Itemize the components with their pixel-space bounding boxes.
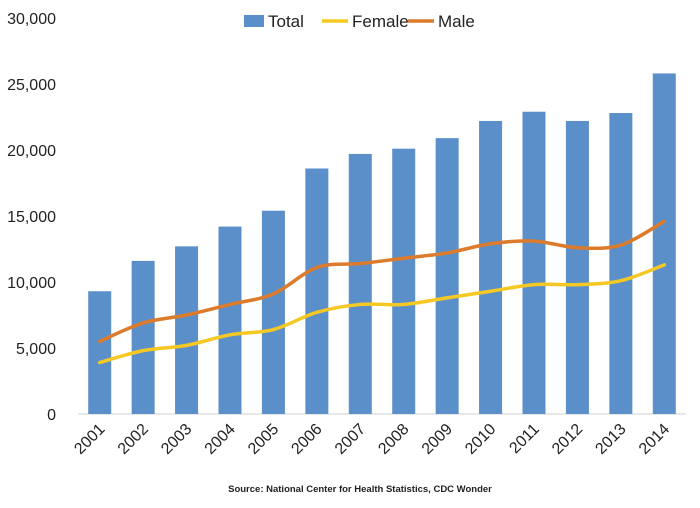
y-tick-label: 5,000 [16, 341, 56, 358]
x-tick-label: 2003 [158, 421, 195, 458]
legend-label-male: Male [438, 12, 475, 31]
bar-total-2002 [131, 260, 155, 414]
bar-total-2007 [348, 153, 372, 414]
x-tick-label: 2002 [115, 421, 152, 458]
x-tick-label: 2014 [636, 421, 673, 458]
x-tick-label: 2004 [202, 421, 239, 458]
bar-total-2009 [435, 138, 459, 414]
legend-label-female: Female [352, 12, 409, 31]
bar-total-2006 [305, 168, 329, 414]
y-tick-label: 0 [47, 407, 56, 424]
x-tick-label: 2008 [375, 421, 412, 458]
x-tick-label: 2006 [288, 421, 325, 458]
x-tick-label: 2009 [419, 421, 456, 458]
y-tick-label: 30,000 [7, 11, 56, 28]
x-axis-labels: 2001 2002 2003 2004 2005 2006 2007 2008 2009 2010… [71, 421, 673, 458]
bar-total-2005 [261, 210, 285, 414]
y-tick-label: 15,000 [7, 209, 56, 226]
bar-total-2011 [522, 111, 546, 414]
lines [97, 219, 667, 365]
source-note: Source: National Center for Health Stati… [228, 484, 492, 495]
y-tick-label: 20,000 [7, 143, 56, 160]
bar-total-2012 [565, 120, 589, 415]
y-tick-label: 25,000 [7, 77, 56, 94]
bar-total-2013 [609, 113, 633, 414]
x-tick-label: 2005 [245, 421, 282, 458]
line-female [97, 263, 667, 365]
x-tick-label: 2013 [592, 421, 629, 458]
y-tick-label: 10,000 [7, 275, 56, 292]
line-male [97, 219, 667, 344]
bars [88, 73, 676, 415]
legend-swatch-total [244, 15, 264, 27]
bar-total-2010 [479, 120, 503, 415]
bar-total-2003 [175, 246, 199, 414]
bar-total-2004 [218, 226, 242, 414]
x-tick-label: 2011 [506, 421, 542, 457]
x-tick-label: 2007 [332, 421, 369, 458]
legend-label-total: Total [268, 12, 304, 31]
x-tick-label: 2001 [71, 421, 108, 458]
legend: Total Female Male [244, 12, 475, 31]
y-axis-labels: 0 5,000 10,000 15,000 20,000 25,000 30,000 [7, 11, 56, 424]
bar-total-2001 [88, 291, 112, 414]
bar-total-2008 [392, 148, 416, 414]
x-tick-label: 2010 [462, 421, 499, 458]
bar-total-2014 [652, 73, 676, 414]
x-tick-label: 2012 [549, 421, 586, 458]
